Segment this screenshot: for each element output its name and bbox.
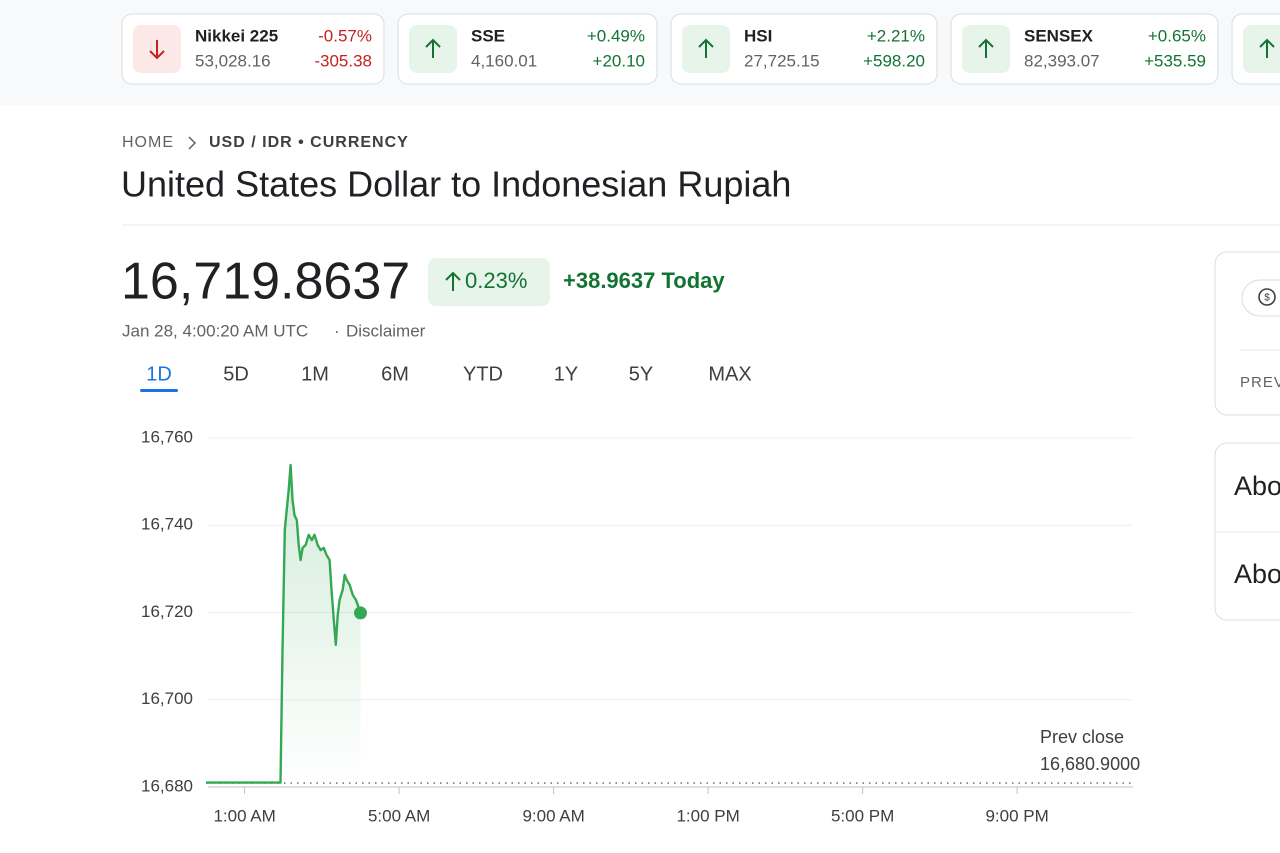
ticker-card[interactable] [670,13,938,85]
price: 16,719.8637 [121,253,410,311]
x-tick-label: 1:00 PM [676,806,739,825]
ticker-price: 82,393.07 [1024,51,1100,70]
separator: · [334,321,340,340]
tab-underline [140,389,178,392]
ticker-price: 4,160.01 [471,51,537,70]
change-today: +38.9637 Today [563,268,725,293]
ticker-name: SSE [471,26,505,45]
range-tab[interactable]: MAX [708,363,751,385]
ticker-change-pct: +2.21% [867,26,925,45]
x-tick-label: 5:00 PM [831,806,894,825]
arrow-icon [425,38,441,58]
disclaimer[interactable]: Disclaimer [346,321,426,340]
y-tick-label: 16,760 [141,427,193,446]
ticker-change: +598.20 [863,51,925,70]
ticker-name: SENSEX [1024,26,1094,45]
range-tab[interactable]: 6M [381,363,409,385]
ticker-name: HSI [744,26,772,45]
prev-close-value: 16,680.9000 [1040,754,1140,774]
ticker-change: +535.59 [1144,51,1206,70]
price-line [206,463,362,784]
arrow-icon [1259,38,1275,58]
currency-icon [1258,288,1276,306]
y-tick-label: 16,680 [141,776,193,795]
arrow-icon [149,40,165,60]
ticker-change-pct: +0.49% [587,26,645,45]
ticker-card[interactable] [950,13,1219,85]
ticker-change: -305.38 [314,51,372,70]
currency-icon: $ [1264,293,1270,304]
range-tab[interactable]: 1D [146,363,172,385]
change-pct: 0.23% [465,268,527,293]
ticker-card[interactable] [121,13,385,85]
range-tab[interactable]: 1Y [554,363,578,385]
change-chip [428,258,550,306]
range-tab[interactable]: 5Y [629,363,653,385]
arrow-icon [978,38,994,58]
ticker-change-pct: -0.57% [318,26,372,45]
ticker-name: Nikkei 225 [195,26,278,45]
side-label: PREV [1240,374,1280,391]
ticker-card[interactable] [397,13,658,85]
breadcrumb[interactable]: HOME [122,134,174,151]
x-tick-label: 1:00 AM [213,806,275,825]
about-link[interactable]: Abo [1234,559,1280,589]
y-tick-label: 16,700 [141,689,193,708]
timestamp: Jan 28, 4:00:20 AM UTC [122,321,308,340]
page-title: United States Dollar to Indonesian Rupia… [121,164,791,205]
ticker-change-pct: +0.65% [1148,26,1206,45]
ticker-price: 27,725.15 [744,51,820,70]
prev-close-title: Prev close [1040,727,1124,747]
arrow-icon [445,271,461,291]
arrow-icon [698,38,714,58]
ticker-price: 53,028.16 [195,51,271,70]
breadcrumb: USD / IDR • CURRENCY [209,134,409,151]
x-tick-label: 9:00 AM [522,806,584,825]
chevron [188,136,197,150]
y-tick-label: 16,740 [141,515,193,534]
x-tick-label: 5:00 AM [368,806,430,825]
last-point [354,606,367,620]
ticker-icon [1243,25,1280,73]
x-tick-label: 9:00 PM [985,806,1048,825]
ticker-change: +20.10 [593,51,645,70]
range-tab[interactable]: 1M [301,363,329,385]
about-link[interactable]: Abo [1234,471,1280,501]
range-tab[interactable]: 5D [223,363,249,385]
y-tick-label: 16,720 [141,602,193,621]
range-tab[interactable]: YTD [463,363,503,385]
